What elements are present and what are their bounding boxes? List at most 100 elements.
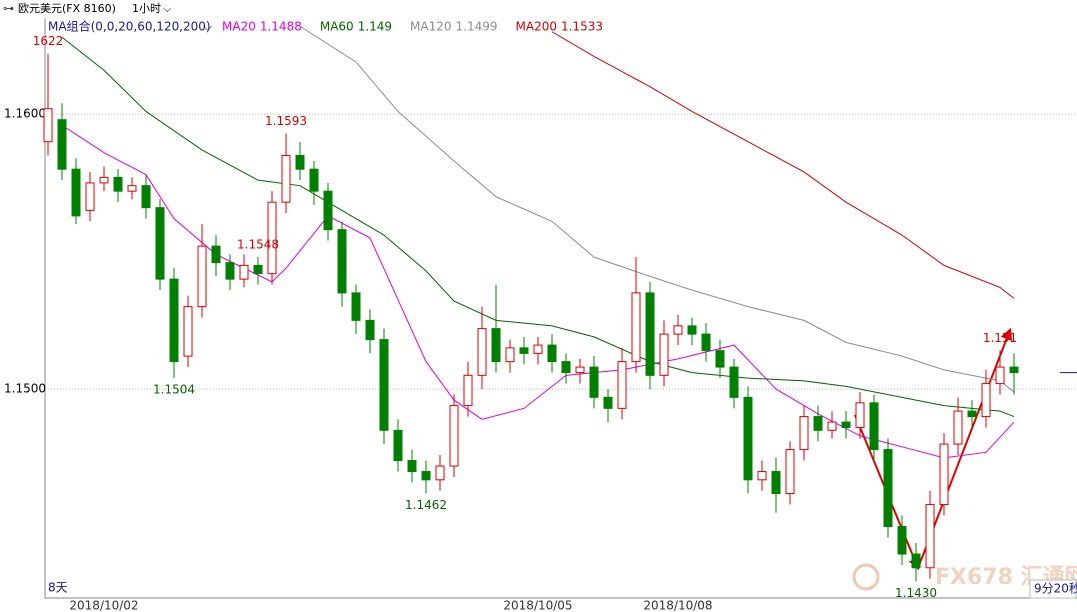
- candle-body: [477, 328, 487, 376]
- candle-body: [519, 347, 529, 354]
- candle-body: [687, 325, 697, 335]
- legend-name: MA60: [320, 20, 354, 34]
- ma-line: [551, 31, 1015, 299]
- candle-body: [365, 319, 375, 341]
- candle-body: [897, 526, 907, 555]
- candle-body: [855, 402, 865, 429]
- extreme-label: 1.1462: [405, 498, 447, 512]
- ma-group[interactable]: MA组合(0,0,20,60,120,200): [48, 19, 211, 34]
- candle-body: [211, 245, 221, 264]
- extreme-label: 1.1548: [237, 238, 279, 252]
- extreme-label: 1.1430: [895, 586, 937, 600]
- candle-body: [337, 229, 347, 294]
- candle-body: [197, 245, 207, 308]
- candle-body: [589, 366, 599, 398]
- watermark-logo: [852, 563, 880, 591]
- period[interactable]: 1小时: [132, 2, 161, 15]
- candle-body: [323, 190, 333, 231]
- candle-body: [505, 347, 515, 363]
- extreme-label: 1.151: [983, 331, 1017, 345]
- candle-body: [813, 416, 823, 431]
- legend-name: MA20: [222, 20, 256, 34]
- candle-body: [645, 292, 655, 376]
- countdown-box: [1029, 579, 1077, 599]
- candle-body: [939, 443, 949, 506]
- legend-value: 1.1533: [561, 20, 603, 34]
- candle-body: [785, 449, 795, 495]
- candle-body: [295, 154, 305, 170]
- ma-line: [61, 36, 1015, 418]
- candle-body: [491, 328, 501, 363]
- range-label: 8天: [48, 581, 68, 595]
- candle-body: [575, 366, 585, 374]
- extreme-label: 1.1593: [265, 114, 307, 128]
- candle-body: [43, 108, 53, 143]
- legend-name: MA200: [516, 20, 557, 34]
- candle-body: [771, 471, 781, 495]
- legend-value: 1.1499: [456, 20, 498, 34]
- header: ⊶ 欧元美元(FX 8160) 1小时 ⌵ MA组合(0,0,20,60,120…: [3, 2, 212, 34]
- candle-body: [155, 207, 165, 280]
- symbol[interactable]: 欧元美元(FX 8160): [18, 2, 116, 15]
- candle-body: [953, 410, 963, 445]
- candle-body: [547, 344, 557, 363]
- candle-body: [57, 119, 67, 170]
- candle-body: [183, 306, 193, 357]
- candle-body: [799, 416, 809, 451]
- candle-body: [267, 201, 277, 275]
- candle-body: [715, 350, 725, 368]
- candle-body: [925, 504, 935, 569]
- candle-body: [911, 553, 921, 569]
- candle-body: [659, 333, 669, 376]
- candle-body: [757, 471, 767, 481]
- symbol-icon: ⊶: [3, 2, 14, 15]
- candle-body: [463, 374, 473, 407]
- candle-body: [309, 168, 319, 192]
- candle-body: [99, 176, 109, 184]
- candle-body: [113, 176, 123, 192]
- x-tick-label: 2018/10/05: [503, 599, 572, 612]
- legend-value: 1.149: [358, 20, 392, 34]
- candle-body: [225, 262, 235, 280]
- candle-body: [673, 325, 683, 335]
- ma-line: [61, 124, 1015, 459]
- candle-body: [407, 460, 417, 473]
- candle-body: [85, 182, 95, 211]
- countdown: 9分20秒: [1034, 582, 1077, 596]
- candle-body: [631, 292, 641, 363]
- candle-body: [561, 361, 571, 374]
- candle-body: [995, 366, 1005, 385]
- y-tick-label: 1.1600: [4, 107, 46, 121]
- x-tick-label: 2018/10/08: [643, 599, 712, 612]
- legend-value: 1.1488: [260, 20, 302, 34]
- legend-name: MA120: [410, 20, 451, 34]
- candle-body: [883, 449, 893, 528]
- extreme-label: 1.1504: [153, 383, 195, 397]
- candle-body: [827, 421, 837, 431]
- candle-body: [1009, 366, 1019, 374]
- candle-body: [869, 402, 879, 451]
- candle-body: [141, 185, 151, 209]
- candle-body: [379, 339, 389, 431]
- x-tick-label: 2018/10/02: [69, 599, 138, 612]
- candle-body: [393, 429, 403, 462]
- candle-body: [743, 396, 753, 481]
- candle-body: [841, 421, 851, 429]
- candle-body: [967, 410, 977, 418]
- ma-line: [299, 25, 1015, 393]
- candle-body: [449, 405, 459, 467]
- candle-body: [729, 366, 739, 398]
- period-dropdown[interactable]: ⌵: [163, 2, 172, 15]
- candle-body: [981, 383, 991, 418]
- candle-body: [127, 185, 137, 192]
- ma-dropdown[interactable]: ⌵: [203, 20, 212, 34]
- candle-body: [351, 292, 361, 321]
- candle-body: [701, 333, 711, 352]
- candle-body: [239, 264, 249, 280]
- candle-body: [169, 278, 179, 363]
- y-tick-label: 1.1500: [4, 382, 46, 396]
- candle-body: [617, 361, 627, 409]
- candle-body: [421, 471, 431, 481]
